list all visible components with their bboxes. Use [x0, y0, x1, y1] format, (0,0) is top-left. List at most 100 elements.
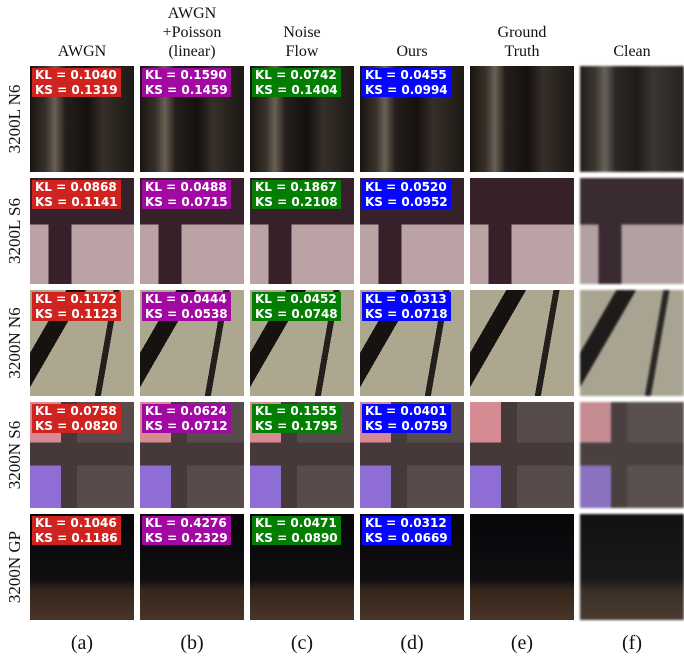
- kl-value: KL = 0.1046: [35, 516, 118, 531]
- header-line: Clean: [577, 42, 684, 61]
- ks-value: KS = 0.1795: [255, 419, 338, 434]
- ks-value: KS = 0.2108: [255, 195, 338, 210]
- image-cell: [580, 402, 684, 508]
- header-line: Flow: [247, 42, 357, 61]
- ks-value: KS = 0.0538: [145, 307, 228, 322]
- kl-value: KL = 0.1867: [255, 180, 338, 195]
- image-cell: [470, 178, 574, 284]
- column-header: AWGN: [27, 42, 137, 61]
- row-label: 3200N N6: [5, 288, 25, 398]
- kl-value: KL = 0.1040: [35, 68, 118, 83]
- kl-value: KL = 0.0868: [35, 180, 118, 195]
- image-cell: [470, 66, 574, 172]
- ks-value: KS = 0.0715: [145, 195, 228, 210]
- column-letter: (c): [250, 632, 354, 655]
- ks-value: KS = 0.0718: [365, 307, 448, 322]
- ks-value: KS = 0.0759: [365, 419, 448, 434]
- image-cell: [470, 514, 574, 620]
- header-line: AWGN: [137, 4, 247, 23]
- image-cell: [470, 402, 574, 508]
- kl-value: KL = 0.0624: [145, 404, 228, 419]
- image-cell: [580, 178, 684, 284]
- column-letter: (b): [140, 632, 244, 655]
- column-letter: (a): [30, 632, 134, 655]
- column-header: Ours: [357, 42, 467, 61]
- ks-value: KS = 0.0712: [145, 419, 228, 434]
- row-label: 3200N GP: [5, 512, 25, 622]
- row-label: 3200L N6: [5, 64, 25, 174]
- kl-value: KL = 0.0401: [365, 404, 448, 419]
- kl-value: KL = 0.0758: [35, 404, 118, 419]
- figure: AWGN(a)AWGN+Poisson(linear)(b)NoiseFlow(…: [0, 0, 684, 664]
- kl-value: KL = 0.1555: [255, 404, 338, 419]
- column-letter: (f): [580, 632, 684, 655]
- kl-value: KL = 0.4276: [145, 516, 228, 531]
- kl-value: KL = 0.0455: [365, 68, 448, 83]
- header-line: +Poisson: [137, 23, 247, 42]
- image-cell: [580, 66, 684, 172]
- kl-value: KL = 0.0313: [365, 292, 448, 307]
- kl-value: KL = 0.0452: [255, 292, 338, 307]
- ks-value: KS = 0.1123: [35, 307, 118, 322]
- image-cell: [470, 290, 574, 396]
- kl-value: KL = 0.0471: [255, 516, 338, 531]
- header-line: Noise: [247, 23, 357, 42]
- kl-value: KL = 0.1590: [145, 68, 228, 83]
- kl-value: KL = 0.0520: [365, 180, 448, 195]
- ks-value: KS = 0.1141: [35, 195, 118, 210]
- ks-value: KS = 0.0890: [255, 531, 338, 546]
- header-line: AWGN: [27, 42, 137, 61]
- ks-value: KS = 0.1404: [255, 83, 338, 98]
- kl-value: KL = 0.1172: [35, 292, 118, 307]
- row-label: 3200L S6: [5, 176, 25, 286]
- header-line: Truth: [467, 42, 577, 61]
- kl-value: KL = 0.0488: [145, 180, 228, 195]
- header-line: Ours: [357, 42, 467, 61]
- kl-value: KL = 0.0312: [365, 516, 448, 531]
- image-cell: [580, 514, 684, 620]
- header-line: Ground: [467, 23, 577, 42]
- ks-value: KS = 0.0952: [365, 195, 448, 210]
- kl-value: KL = 0.0742: [255, 68, 338, 83]
- column-letter: (d): [360, 632, 464, 655]
- ks-value: KS = 0.1186: [35, 531, 118, 546]
